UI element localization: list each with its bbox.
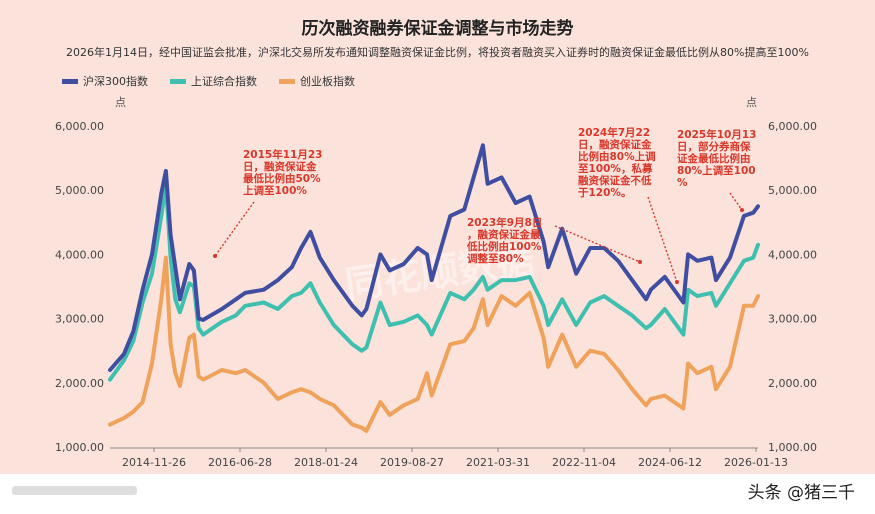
y-tick-right: 6,000.00 bbox=[768, 120, 817, 133]
series-lines bbox=[108, 143, 760, 433]
legend-swatch-shzz bbox=[170, 78, 186, 84]
annotation-text-line: 2015年11月23 bbox=[243, 148, 322, 161]
x-tick-label: 2014-11-26 bbox=[122, 456, 186, 469]
annotation-pointer-dot bbox=[740, 208, 744, 212]
annotation-text-line: 2025年10月13 bbox=[677, 128, 756, 141]
chart-title: 历次融资融券保证金调整与市场走势 bbox=[301, 19, 574, 39]
annotation-text-line: 调整至80% bbox=[467, 252, 524, 265]
legend-item-shzz: 上证综合指数 bbox=[170, 73, 257, 89]
y-tick-left: 5,000.00 bbox=[55, 184, 104, 197]
annotation-text-line: % bbox=[677, 177, 688, 189]
annotation-text-line: 日，部分券商保 bbox=[677, 140, 751, 153]
legend-item-cyb: 创业板指数 bbox=[279, 73, 355, 89]
x-tick-label: 2022-11-04 bbox=[552, 456, 616, 469]
annotation-text-line: 比例由80%上调 bbox=[578, 150, 656, 163]
annotation-text-line: ，融资保证金最 bbox=[467, 228, 541, 241]
annotation-text-line: 日，融资保证金 bbox=[243, 160, 317, 173]
legend-label-hs300: 沪深300指数 bbox=[83, 75, 148, 88]
series-line-hs300 bbox=[108, 143, 760, 372]
y-tick-right: 2,000.00 bbox=[768, 377, 817, 390]
y-tick-left: 6,000.00 bbox=[55, 120, 104, 133]
annotation-pointer-dot bbox=[675, 280, 679, 284]
legend: 沪深300指数 上证综合指数 创业板指数 bbox=[62, 73, 355, 89]
y-tick-right: 4,000.00 bbox=[768, 248, 817, 261]
annotation-text-line: 至100%，私募 bbox=[578, 162, 653, 175]
footer-bar bbox=[0, 474, 875, 514]
annotation-text-line: 2024年7月22 bbox=[578, 126, 650, 139]
legend-swatch-hs300 bbox=[62, 78, 78, 84]
annotation-pointer bbox=[729, 192, 743, 211]
annotation-text-line: 融资保证金不低 bbox=[578, 174, 652, 187]
annotation-text-line: 于120%。 bbox=[578, 187, 631, 199]
x-tick-label: 2016-06-28 bbox=[208, 456, 272, 469]
series-line-cyb bbox=[108, 255, 760, 433]
y-tick-right: 3,000.00 bbox=[768, 313, 817, 326]
y-unit-right: 点 bbox=[746, 96, 757, 109]
y-tick-right: 5,000.00 bbox=[768, 184, 817, 197]
chart-subtitle: 2026年1月14日，经中国证监会批准，沪深北交易所发布通知调整融资保证金比例，… bbox=[66, 46, 809, 59]
annotation-pointer bbox=[214, 201, 255, 257]
axes: 点 点 6,000.00 6,000.00 5,000.00 5,000.00 4,000.… bbox=[55, 96, 817, 469]
y-tick-left: 3,000.00 bbox=[55, 313, 104, 326]
annotation-text-line: 上调至100% bbox=[243, 184, 307, 197]
x-tick-label: 2021-03-31 bbox=[466, 456, 530, 469]
annotation-text-line: 日，融资保证金 bbox=[578, 138, 652, 151]
annotation-pointer-dot bbox=[213, 254, 217, 258]
annotation-text-line: 证金最低比例由 bbox=[677, 152, 751, 165]
legend-label-shzz: 上证综合指数 bbox=[191, 75, 257, 88]
annotation-pointer bbox=[554, 225, 641, 263]
annotation-pointer-dot bbox=[638, 260, 642, 264]
annotation-text-line: 最低比例由50% bbox=[243, 172, 321, 185]
y-tick-left: 4,000.00 bbox=[55, 248, 104, 261]
series-line-shzz bbox=[108, 181, 760, 382]
y-tick-right: 1,000.00 bbox=[768, 441, 817, 454]
x-tick-label: 2018-01-24 bbox=[294, 456, 358, 469]
legend-swatch-cyb bbox=[279, 78, 295, 84]
annotation-a2024: 2024年7月22日，融资保证金比例由80%上调至100%，私募融资保证金不低于… bbox=[578, 126, 679, 284]
x-tick-label: 2024-06-12 bbox=[638, 456, 702, 469]
legend-item-hs300: 沪深300指数 bbox=[62, 73, 148, 89]
annotation-text-line: 2023年9月8日 bbox=[467, 216, 542, 229]
legend-label-cyb: 创业板指数 bbox=[300, 75, 355, 88]
x-tick-label: 2019-08-27 bbox=[380, 456, 444, 469]
annotation-text-line: 低比例由100% bbox=[466, 240, 542, 253]
annotation-pointer bbox=[647, 196, 678, 283]
annotations: 2015年11月23日，融资保证金最低比例由50%上调至100%2023年9月8… bbox=[213, 126, 756, 284]
y-unit-left: 点 bbox=[115, 96, 126, 109]
blurred-source-text bbox=[12, 486, 137, 495]
y-tick-left: 2,000.00 bbox=[55, 377, 104, 390]
annotation-text-line: 80%上调至100 bbox=[677, 164, 756, 177]
x-tick-label: 2026-01-13 bbox=[724, 456, 788, 469]
footer-credit: 头条 @猪三千 bbox=[747, 483, 855, 503]
y-tick-left: 1,000.00 bbox=[55, 441, 104, 454]
